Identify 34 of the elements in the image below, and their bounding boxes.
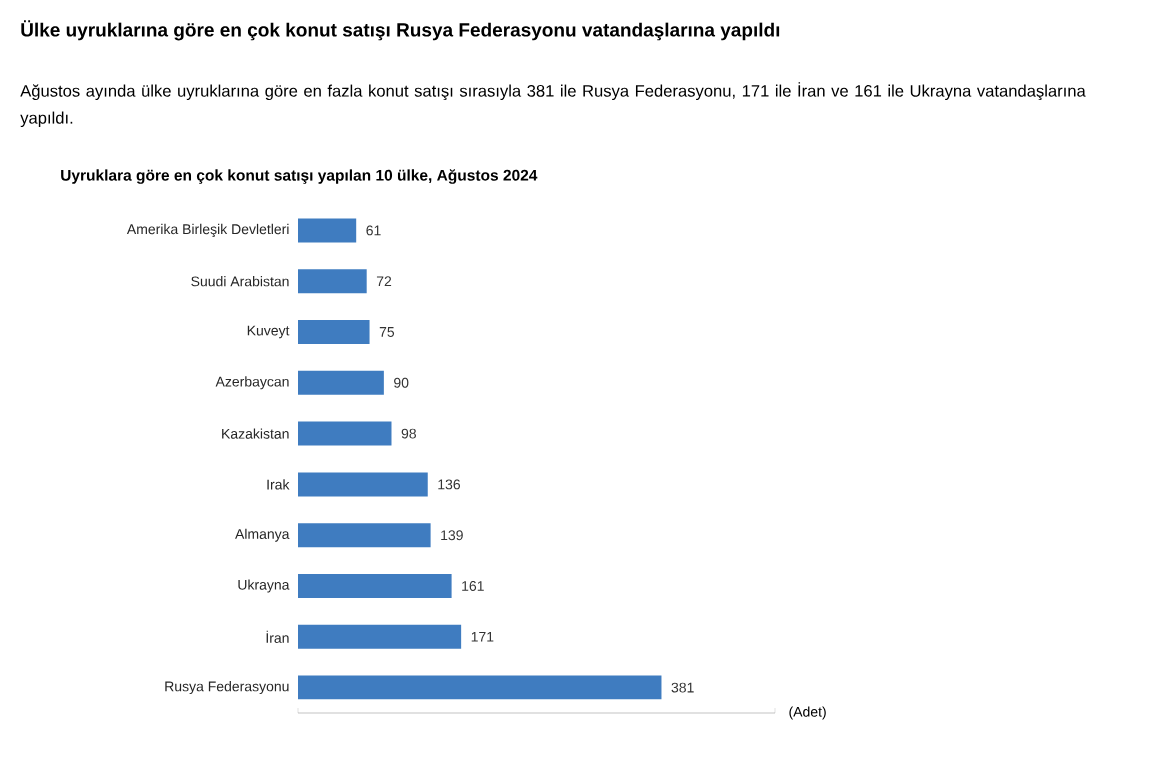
y-tick-label: İran — [266, 630, 289, 643]
data-label: 161 — [462, 581, 484, 591]
data-label: 171 — [471, 631, 494, 642]
data-label: 381 — [671, 682, 694, 693]
data-label: 98 — [401, 428, 416, 439]
y-tick-label: Suudi Arabistan — [191, 276, 289, 287]
y-tick-label: Almanya — [235, 528, 290, 542]
chart-title: Ülke uyruklarına göre en çok konut satışı Rusya Federasyonu vatandaşlarına yapıldı — [21, 20, 780, 41]
data-label: 75 — [379, 327, 395, 337]
bar — [298, 421, 392, 446]
data-label: 61 — [366, 225, 381, 236]
y-tick-label: Irak — [267, 479, 290, 490]
y-tick-label: Kazakistan — [222, 428, 289, 439]
y-tick-label: Amerika Birleşik Devletleri — [126, 223, 289, 237]
bar — [298, 523, 431, 548]
y-tick-label: Rusya Federasyonu — [165, 681, 289, 695]
chart-subtitle: Ağustos ayında ülke uyruklarına göre en fazla konut satışı sırasıyla 381 ile Rusya Federasyonu, 171 ile İran ve 161 ile Ukrayna vatandaşlarına yapıldı. — [20, 82, 1086, 128]
data-label: 136 — [438, 479, 461, 490]
text: Uyruklara göre en çok konut satışı yapılan 10 ülke, Ağustos 2024 — [61, 169, 538, 184]
bar — [298, 574, 452, 598]
bar — [298, 624, 462, 649]
bar — [298, 218, 357, 243]
bar — [298, 269, 367, 294]
data-label: 90 — [394, 377, 409, 388]
y-tick-label: Kuveyt — [247, 325, 290, 339]
data-label: 139 — [441, 530, 463, 541]
x-axis-title: (Adet) — [789, 706, 826, 720]
y-tick-label: Ukrayna — [238, 579, 290, 593]
bar — [298, 320, 370, 345]
bar — [298, 472, 428, 497]
data-label: 72 — [376, 276, 392, 287]
bar — [298, 370, 384, 395]
y-tick-label: Azerbaycan — [215, 376, 289, 390]
bar — [298, 675, 662, 700]
